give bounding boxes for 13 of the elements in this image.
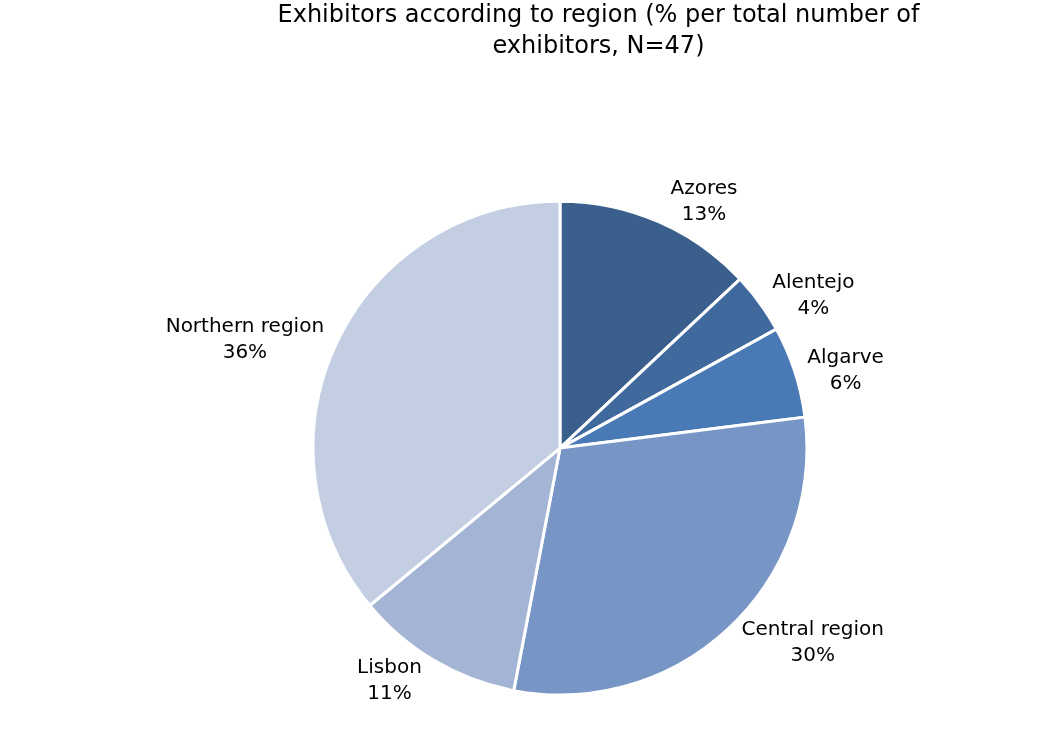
slice-label: Northern region (165, 313, 325, 338)
slice-label: Alentejo (772, 269, 855, 294)
data-label: 30% (790, 642, 835, 667)
data-label: 13% (681, 201, 727, 226)
slice-label: Central region (741, 616, 884, 641)
data-label: 11% (367, 680, 412, 705)
slice-label: Lisbon (357, 654, 422, 679)
data-label: 36% (222, 339, 268, 364)
chart-title: Exhibitors according to region (% per total number of exhibitors, N=47) (277, 0, 921, 60)
data-label: 6% (829, 370, 862, 395)
slice-label: Algarve (807, 344, 884, 369)
data-label: 4% (797, 295, 830, 320)
slice-label: Azores (670, 175, 738, 200)
